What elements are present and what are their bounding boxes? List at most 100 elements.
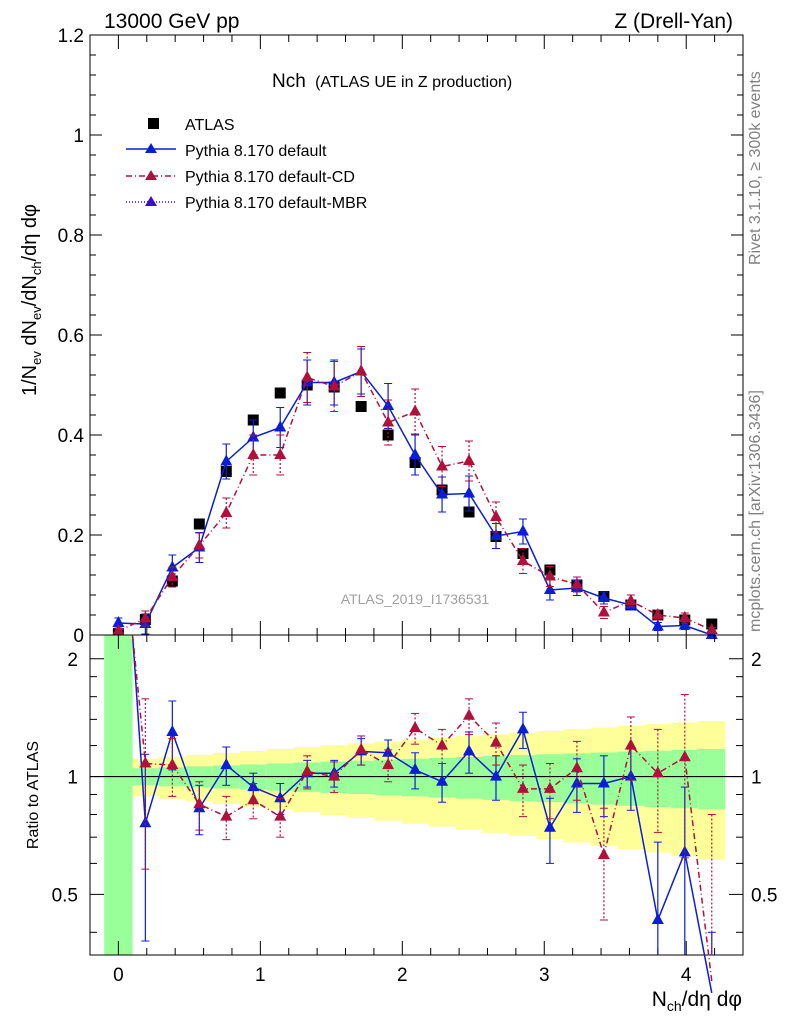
- ratio-default-point: [274, 791, 287, 803]
- cd-point: [220, 506, 233, 517]
- default-point: [597, 591, 610, 602]
- main-y-tick-label: 0.4: [58, 426, 85, 447]
- cd-point: [489, 510, 502, 521]
- ratio-band-first-bin: [104, 635, 133, 955]
- atlas-data-point: [463, 506, 475, 518]
- ratio-cd-point: [570, 761, 583, 773]
- ratio-cd-point: [328, 769, 341, 781]
- main-y-tick-label: 1: [73, 126, 84, 147]
- legend-mbr-label: Pythia 8.170 default-MBR: [185, 195, 367, 212]
- legend-item-default: Pythia 8.170 default: [126, 143, 327, 160]
- x-tick-label: 0: [113, 965, 124, 986]
- legend-cd-marker: [145, 170, 157, 180]
- header-energy: 13000 GeV pp: [104, 10, 239, 33]
- ratio-y-tick-label-right: 2: [751, 650, 762, 671]
- cd-point: [166, 570, 179, 581]
- ratio-default-point: [597, 776, 610, 788]
- atlas-data-point: [355, 401, 367, 412]
- legend-mbr-marker: [145, 196, 157, 206]
- cd-point: [139, 611, 152, 623]
- cd-point: [355, 364, 368, 376]
- cd-point: [409, 404, 422, 416]
- ratio-cd-point: [382, 758, 395, 770]
- ratio-cd-point: [274, 809, 287, 821]
- cd-point: [301, 370, 314, 382]
- ratio-cd-point: [166, 758, 179, 770]
- cd-point: [274, 448, 287, 459]
- ratio-default-point: [166, 724, 179, 736]
- ratio-cd-point: [678, 750, 691, 762]
- cd-point: [247, 448, 260, 459]
- default-point: [409, 448, 422, 459]
- cd-point: [328, 379, 341, 391]
- legend-default-label: Pythia 8.170 default: [185, 143, 327, 160]
- cd-point: [624, 594, 637, 605]
- ratio-frame: [89, 634, 744, 956]
- ratio-cd-point: [543, 781, 556, 793]
- x-tick-label: 1: [255, 965, 266, 986]
- ratio-uncertainty-bands: [90, 635, 743, 955]
- cd-point: [516, 554, 529, 565]
- ratio-cd-point: [597, 848, 610, 860]
- main-y-axis: 0 0.2 0.4 0.6 0.8 1 1.2: [58, 26, 743, 647]
- mcplots-info: mcplots.cern.ch [arXiv:1306.3436]: [747, 390, 764, 632]
- main-x-axis-ticks: [89, 35, 744, 635]
- x-tick-label: 4: [681, 965, 692, 986]
- main-y-tick-label: 0: [73, 626, 84, 647]
- cd-point: [463, 454, 476, 465]
- atlas-data-point: [193, 518, 205, 530]
- x-axis: 0 1 2 3 4: [89, 635, 744, 986]
- main-y-tick-label: 0.2: [58, 526, 84, 547]
- main-title: Nch (ATLAS UE in Z production): [272, 71, 512, 92]
- ratio-default-point: [436, 774, 449, 786]
- ratio-cd-line: [131, 634, 713, 982]
- ratio-cd-point: [355, 742, 368, 754]
- ratio-cd-point: [220, 809, 233, 821]
- atlas-data-point: [382, 429, 394, 441]
- header-process: Z (Drell-Yan): [614, 10, 733, 33]
- ratio-default-point: [220, 758, 233, 770]
- legend-item-mbr: Pythia 8.170 default-MBR: [126, 195, 367, 212]
- legend-default-marker: [145, 143, 157, 153]
- x-tick-label: 2: [397, 965, 408, 986]
- ratio-default-point: [624, 769, 637, 781]
- ratio-y-tick-label: 1: [67, 768, 78, 789]
- default-point: [112, 616, 125, 627]
- ratio-default-point: [463, 744, 476, 756]
- cd-point: [651, 608, 664, 619]
- main-series-layer: [112, 346, 718, 639]
- ratio-cd-point: [489, 735, 502, 747]
- main-panel: 0 0.2 0.4 0.6 0.8 1 1.2 Nch (ATLAS UE in Z pro…: [58, 26, 744, 647]
- cd-point: [193, 538, 206, 550]
- ratio-y-tick-label: 2: [67, 650, 78, 671]
- main-y-tick-label: 0.8: [58, 226, 84, 247]
- legend-cd-label: Pythia 8.170 default-CD: [185, 169, 355, 186]
- default-point: [543, 583, 556, 594]
- ratio-cd-point: [247, 793, 260, 805]
- atlas-data-point: [274, 387, 286, 399]
- ratio-cd-point: [301, 764, 314, 776]
- legend-atlas-label: ATLAS: [185, 117, 235, 134]
- default-point: [463, 486, 476, 498]
- ratio-default-point: [651, 913, 664, 925]
- ratio-y-tick-label: 0.5: [52, 885, 78, 906]
- legend-item-atlas: ATLAS: [148, 117, 235, 134]
- default-point: [220, 454, 233, 466]
- main-y-label: 1/Nev dNev/dNch/dη dφ: [19, 204, 44, 396]
- default-point: [516, 524, 529, 536]
- ratio-series-layer: [131, 634, 716, 994]
- legend-item-cd: Pythia 8.170 default-CD: [126, 169, 355, 186]
- main-title-sub: (ATLAS UE in Z production): [315, 74, 512, 91]
- default-point: [489, 529, 502, 540]
- ratio-default-point: [139, 816, 152, 828]
- ratio-cd-point: [516, 781, 529, 793]
- ratio-y-axis: 0.5 0.5 1 1 2 2: [52, 650, 777, 933]
- default-point: [274, 420, 287, 432]
- ratio-default-point: [409, 762, 422, 774]
- default-point: [651, 619, 664, 631]
- ratio-default-point: [543, 820, 556, 832]
- cd-point: [112, 624, 125, 635]
- cd-point: [705, 623, 718, 634]
- ratio-cd-point: [436, 738, 449, 750]
